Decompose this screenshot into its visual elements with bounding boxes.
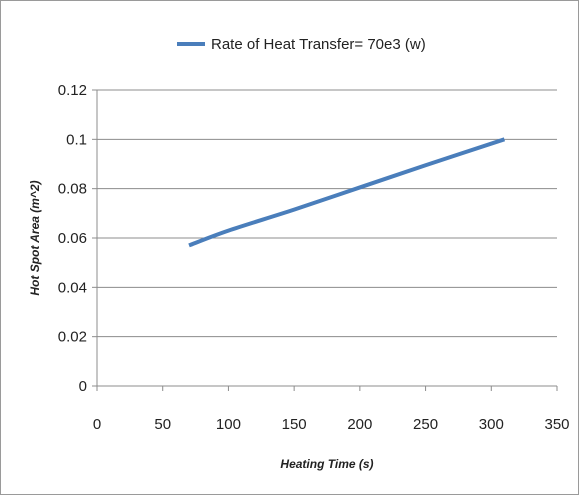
x-tick-label: 50 xyxy=(154,416,171,433)
y-tick-label: 0.06 xyxy=(58,230,87,247)
y-tick-label: 0.12 xyxy=(58,82,87,99)
x-tick-label: 200 xyxy=(347,416,372,433)
y-tick-label: 0 xyxy=(79,378,87,395)
x-tick-label: 350 xyxy=(544,416,569,433)
y-tick-label: 0.08 xyxy=(58,181,87,198)
x-tick-label: 150 xyxy=(282,416,307,433)
grid-lines xyxy=(97,89,557,338)
series-group xyxy=(188,137,506,248)
series-line xyxy=(188,137,506,248)
x-tick-label: 0 xyxy=(93,416,101,433)
y-tick-label: 0.02 xyxy=(58,329,87,346)
legend-label: Rate of Heat Transfer= 70e3 (w) xyxy=(211,36,426,53)
x-tick-label: 300 xyxy=(479,416,504,433)
y-tick-labels: 0 0.02 0.04 0.06 0.08 0.1 0.12 xyxy=(58,82,87,395)
x-tick-label: 250 xyxy=(413,416,438,433)
y-tick-label: 0.1 xyxy=(66,131,87,148)
x-tick-labels: 0 50 100 150 200 250 300 350 xyxy=(93,416,570,433)
legend: Rate of Heat Transfer= 70e3 (w) xyxy=(177,36,426,53)
x-tick-label: 100 xyxy=(216,416,241,433)
y-tick-label: 0.04 xyxy=(58,279,87,296)
axes xyxy=(92,89,558,391)
y-axis-label: Hot Spot Area (m^2) xyxy=(28,180,42,295)
x-axis-label: Heating Time (s) xyxy=(280,457,373,471)
